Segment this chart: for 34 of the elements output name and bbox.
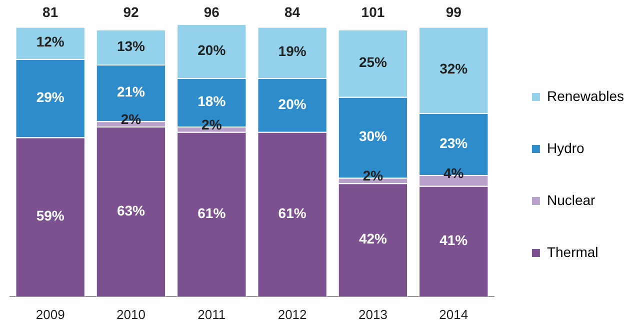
data-label: 42% (358, 230, 388, 247)
data-label: 21% (116, 84, 146, 100)
x-tick-label: 2009 (36, 306, 65, 322)
x-tick-label: 2014 (439, 306, 468, 322)
data-label: 12% (36, 34, 65, 50)
data-label: 20% (278, 96, 307, 112)
data-label: 18% (198, 93, 226, 110)
legend-label: Hydro (546, 140, 585, 156)
text: 84 (284, 4, 300, 20)
text: 81 (42, 4, 58, 20)
data-label: 63% (116, 202, 146, 218)
data-label: 30% (358, 128, 388, 144)
legend-label: Nuclear (546, 192, 596, 208)
data-label: 61% (278, 205, 307, 221)
data-label: 20% (198, 42, 226, 58)
data-label: 23% (440, 134, 468, 151)
data-label: 25% (358, 54, 388, 70)
data-label: 59% (36, 208, 65, 224)
data-label: 32% (440, 60, 468, 77)
legend-label: Thermal (546, 244, 598, 260)
data-label: 61% (198, 205, 226, 221)
x-tick-label: 2012 (278, 306, 307, 322)
text: 92 (123, 4, 139, 20)
data-label: 19% (278, 43, 307, 60)
x-tick-label: 2010 (116, 306, 146, 322)
data-label: 29% (36, 89, 65, 106)
legend-label: Renewables (546, 88, 624, 104)
text: 99 (446, 4, 462, 20)
x-tick-label: 2011 (198, 306, 226, 322)
x-tick-label: 2013 (358, 306, 388, 322)
text: 96 (204, 4, 220, 20)
data-label: 13% (116, 38, 146, 54)
text: 101 (361, 4, 385, 20)
data-label: 41% (440, 232, 468, 248)
